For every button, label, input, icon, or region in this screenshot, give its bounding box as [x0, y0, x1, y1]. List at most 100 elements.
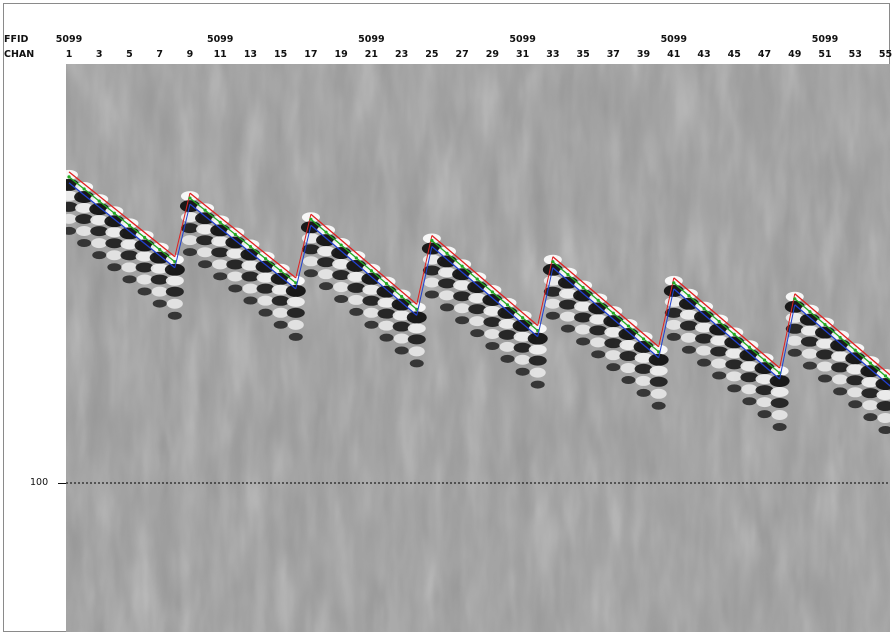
wavelet-lobe — [876, 401, 890, 412]
wavelet-lobe — [348, 294, 365, 305]
pick-connector-blue — [537, 267, 554, 337]
wavelet-lobe — [286, 307, 305, 318]
wavelet-lobe — [679, 320, 698, 331]
pick-marker — [430, 238, 434, 243]
wavelet-lobe — [649, 376, 668, 387]
wavelet-lobe — [166, 298, 183, 309]
chan-tick-label: 31 — [515, 49, 530, 60]
wavelet-lobe — [240, 248, 261, 261]
chan-tick-label: 37 — [606, 49, 620, 60]
wavelet-lobe — [349, 307, 364, 316]
wavelet-lobe — [407, 334, 426, 345]
wavelet-lobe — [695, 322, 714, 333]
pick-marker — [853, 348, 857, 352]
wavelet-lobe — [119, 227, 140, 240]
wavelet-lobe — [362, 295, 381, 306]
ffid-value: 5099 — [358, 34, 385, 45]
wavelet-lobe — [196, 203, 215, 214]
wavelet-lobe — [212, 259, 229, 270]
wavelet-lobe — [528, 355, 547, 366]
wavelet-lobe — [498, 318, 517, 329]
wavelet-lobe — [149, 251, 170, 264]
pick-marker — [793, 297, 797, 301]
pick-marker — [233, 232, 237, 237]
wavelet-lobe — [121, 262, 138, 273]
pick-marker — [808, 310, 812, 314]
pick-line-red — [431, 235, 539, 327]
wavelet-lobe — [470, 329, 485, 338]
chan-tick-label: 39 — [636, 49, 651, 60]
wavelet-lobe — [317, 257, 336, 268]
wavelet-lobe — [727, 384, 742, 393]
pick-marker — [596, 298, 600, 302]
wavelet-lobe — [468, 293, 487, 304]
pick-connector-blue — [295, 225, 312, 290]
pick-line-green — [189, 197, 297, 284]
wavelet-lobe — [544, 298, 561, 309]
wavelet-lobe — [288, 332, 303, 341]
wavelet-lobe — [75, 203, 94, 214]
wavelet-lobe — [559, 311, 576, 322]
wavelet-lobe — [318, 269, 335, 280]
wavelet-lobe — [243, 296, 258, 305]
wavelet-lobe — [483, 305, 502, 316]
wavelet-lobe — [317, 246, 336, 257]
pick-marker — [505, 303, 510, 307]
wavelet-lobe — [560, 324, 575, 333]
wavelet-lobe — [771, 410, 788, 420]
pick-line-green — [68, 176, 176, 263]
pick-marker — [475, 277, 479, 281]
wavelet-lobe — [198, 260, 213, 269]
wavelet-lobe — [558, 288, 577, 299]
pick-marker — [626, 324, 631, 328]
pick-connector-red — [779, 293, 796, 369]
wavelet-lobe — [712, 371, 727, 380]
wavelet-lobe — [740, 361, 759, 372]
chan-tick-label: 29 — [485, 49, 499, 60]
wavelet-lobe — [861, 388, 880, 399]
wavelet-lobe — [242, 283, 259, 294]
pick-marker — [354, 256, 358, 260]
seismic-display[interactable] — [66, 64, 890, 632]
pick-line-red — [673, 277, 781, 369]
wavelet-lobe — [468, 304, 487, 315]
wavelet-lobe — [271, 295, 290, 306]
pick-marker — [188, 196, 192, 200]
wavelet-lobe — [697, 358, 712, 367]
wavelet-lobe — [530, 380, 545, 389]
wavelet-lobe — [514, 354, 531, 365]
chan-tick-label: 53 — [848, 49, 862, 60]
wavelet-lobe — [650, 388, 667, 399]
wavelet-lobe — [558, 299, 577, 310]
wavelet-lobe — [225, 236, 246, 249]
wavelet-lobe — [90, 215, 109, 226]
wavelet-lobe — [604, 338, 623, 349]
pick-marker — [747, 345, 752, 349]
wavelet-lobe — [800, 336, 819, 347]
pick-marker — [263, 257, 268, 261]
wavelet-lobe — [392, 310, 411, 321]
wavelet-lobe — [755, 374, 774, 385]
pick-line-red — [189, 192, 297, 279]
chan-tick-label: 49 — [788, 49, 802, 60]
wavelet-lobe — [90, 194, 109, 205]
wavelet-lobe — [91, 238, 108, 249]
wavelet-lobe — [770, 387, 789, 397]
pick-lines-layer — [67, 171, 890, 387]
wavelet-lobe — [680, 332, 697, 343]
wavelet-lobe — [286, 296, 305, 307]
pick-line-green — [310, 218, 418, 310]
pick-marker — [838, 335, 842, 340]
wavelet-lobe — [182, 248, 197, 257]
wavelet-lobe — [347, 282, 366, 293]
wavelet-lobe — [469, 316, 486, 327]
wavelet-lobe — [256, 251, 275, 262]
wavelet-lobe — [528, 344, 547, 355]
wavelet-lobe — [181, 235, 198, 246]
chan-tick-label: 27 — [455, 49, 469, 60]
wavelet-lobe — [681, 345, 696, 354]
wavelet-lobe — [332, 270, 351, 281]
ffid-value: 5099 — [509, 34, 536, 45]
wavelet-lobe — [453, 280, 472, 291]
chan-tick-label: 25 — [425, 49, 439, 60]
